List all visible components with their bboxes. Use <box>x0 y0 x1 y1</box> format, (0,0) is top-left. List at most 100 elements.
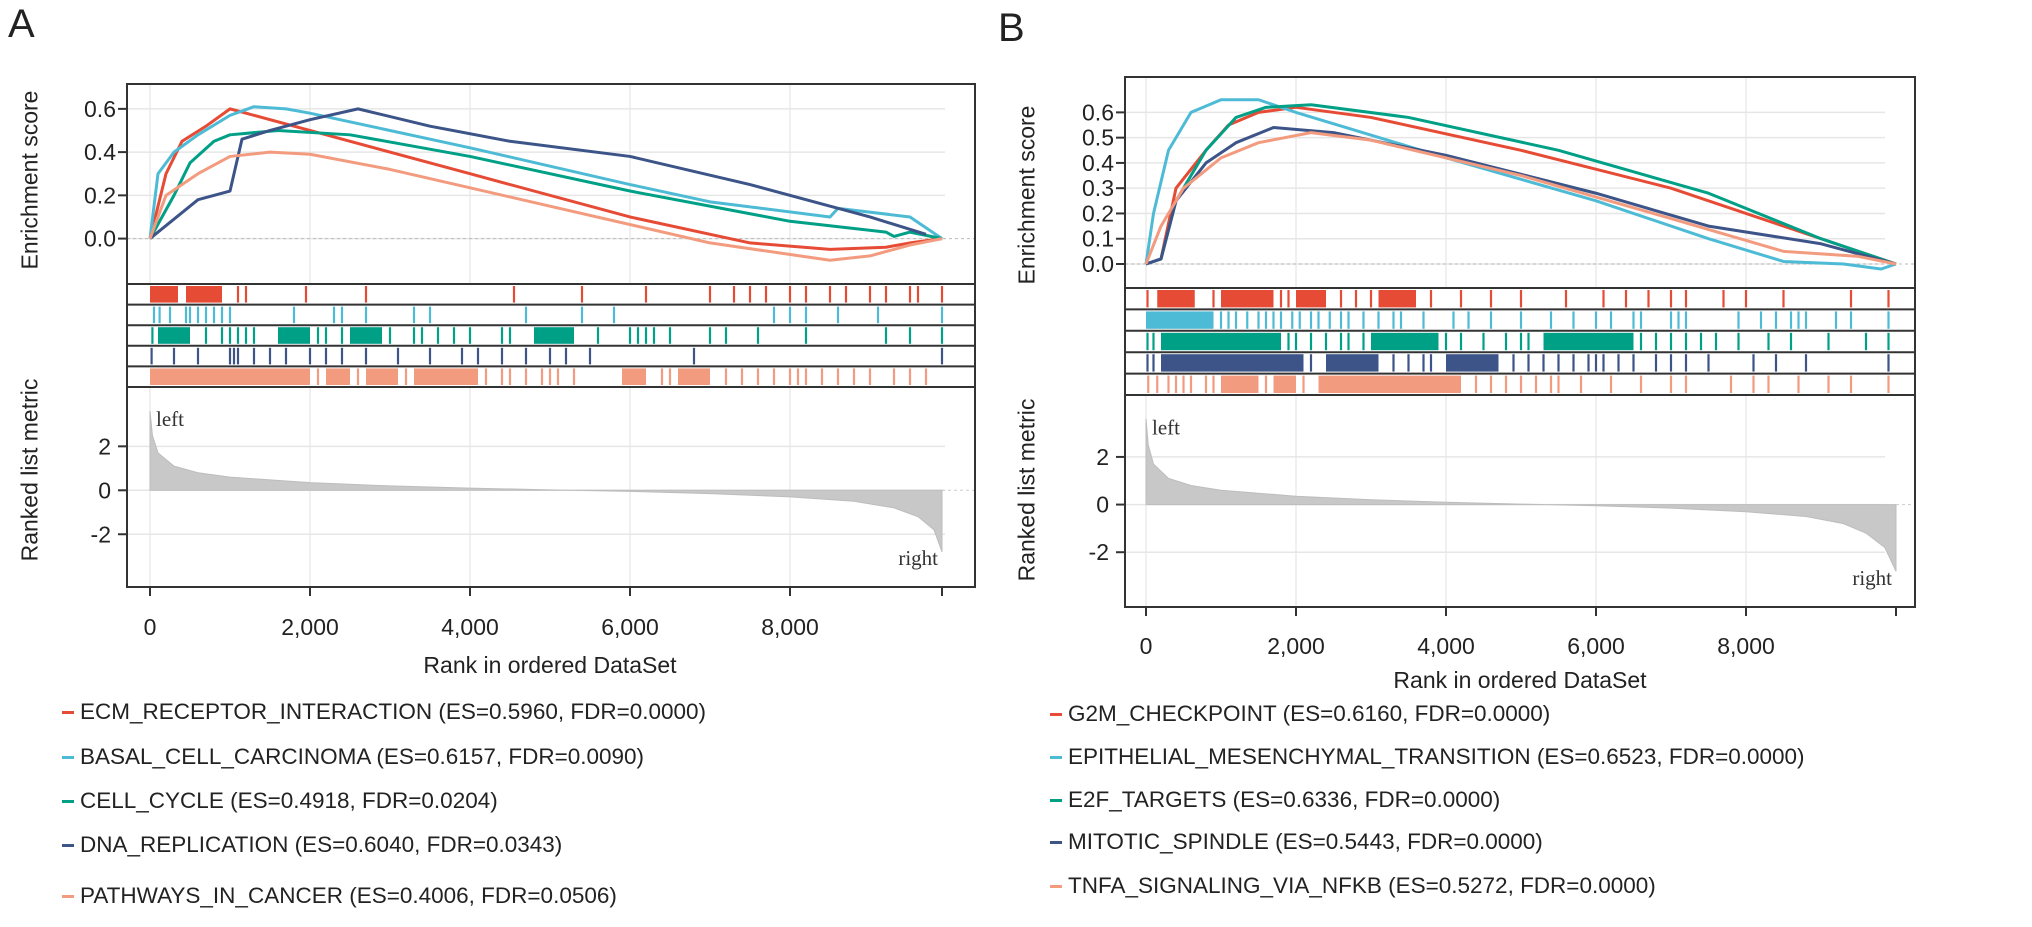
legend-item: PATHWAYS_IN_CANCER (ES=0.4006, FDR=0.050… <box>62 883 617 909</box>
es-tick-label: 0.2 <box>84 182 116 208</box>
legend-swatch <box>62 710 74 714</box>
legend-swatch <box>1050 755 1062 759</box>
legend-label: EPITHELIAL_MESENCHYMAL_TRANSITION (ES=0.… <box>1068 744 1805 769</box>
es-tick-label: 0.6 <box>1082 99 1114 125</box>
legend-item: G2M_CHECKPOINT (ES=0.6160, FDR=0.0000) <box>1050 701 1550 727</box>
x-tick-label: 4,000 <box>441 614 499 640</box>
hit-block <box>1161 354 1304 372</box>
x-tick-label: 8,000 <box>1717 633 1775 659</box>
right-label: right <box>898 546 938 570</box>
hit-block <box>350 327 382 344</box>
es-tick-label: 0.1 <box>1082 226 1114 252</box>
x-tick-label: 0 <box>144 614 157 640</box>
hit-block <box>622 368 646 385</box>
hit-block <box>150 286 178 303</box>
legend-swatch <box>1050 840 1062 844</box>
hit-block <box>1157 290 1195 308</box>
legend-item: ECM_RECEPTOR_INTERACTION (ES=0.5960, FDR… <box>62 699 706 725</box>
legend-label: MITOTIC_SPINDLE (ES=0.5443, FDR=0.0000) <box>1068 829 1543 854</box>
panel-b-es-axis-title: Enrichment score <box>1013 105 1040 285</box>
es-curve-tnfa-signaling-via-nfkb <box>1144 131 1897 266</box>
es-tick-label: 0.4 <box>1082 150 1114 176</box>
hit-block <box>1296 290 1326 308</box>
hit-block <box>1371 332 1439 351</box>
legend-swatch <box>1050 712 1062 716</box>
legend-label: G2M_CHECKPOINT (ES=0.6160, FDR=0.0000) <box>1068 701 1551 726</box>
legend-label: TNFA_SIGNALING_VIA_NFKB (ES=0.5272, FDR=… <box>1068 873 1656 898</box>
legend-swatch <box>62 843 74 847</box>
ranked-metric-area <box>149 411 943 553</box>
legend-item: E2F_TARGETS (ES=0.6336, FDR=0.0000) <box>1050 787 1500 813</box>
panel-a-x-axis-title: Rank in ordered DataSet <box>423 652 677 678</box>
legend-label: DNA_REPLICATION (ES=0.6040, FDR=0.0343) <box>80 832 563 857</box>
legend-swatch <box>62 894 74 898</box>
es-curve-dna-replication <box>149 107 927 240</box>
left-label: left <box>1152 415 1180 439</box>
es-curve-mitotic-spindle <box>1145 126 1897 266</box>
hit-block <box>1146 311 1214 329</box>
hit-block <box>414 368 478 385</box>
legend-item: TNFA_SIGNALING_VIA_NFKB (ES=0.5272, FDR=… <box>1050 873 1656 899</box>
metric-tick-label: 2 <box>98 433 111 459</box>
es-curve-e2f-targets <box>1145 103 1897 266</box>
plot-frame <box>1124 76 1916 608</box>
es-tick-label: 0.6 <box>84 96 116 122</box>
right-label: right <box>1852 566 1892 590</box>
metric-tick-label: 2 <box>1096 444 1109 470</box>
legend-label: ECM_RECEPTOR_INTERACTION (ES=0.5960, FDR… <box>80 699 707 724</box>
x-tick-label: 4,000 <box>1417 633 1475 659</box>
legend-swatch <box>1050 798 1062 802</box>
metric-tick-label: 0 <box>1096 492 1109 518</box>
hit-block <box>678 368 710 385</box>
hit-block <box>534 327 574 344</box>
ranked-metric-area <box>1145 418 1897 572</box>
hit-block <box>1221 375 1259 393</box>
plot-frame <box>126 83 976 588</box>
panel-a: 0.0 0.2 0.4 0.6 2 0 -2 0 2,000 4,000 6,000 8,000 lef… <box>84 83 976 640</box>
es-tick-label: 0.3 <box>1082 175 1114 201</box>
es-curve-ecm-receptor-interaction <box>148 107 943 251</box>
es-tick-label: 0.5 <box>1082 125 1114 151</box>
left-label: left <box>156 407 184 431</box>
legend-label: BASAL_CELL_CARCINOMA (ES=0.6157, FDR=0.0… <box>80 744 645 769</box>
hit-block <box>1446 354 1499 372</box>
es-curve-epithelial-mesenchymal-transition <box>1144 98 1897 271</box>
es-tick-label: 0.2 <box>1082 200 1114 226</box>
x-tick-label: 6,000 <box>1567 633 1625 659</box>
legend-label: PATHWAYS_IN_CANCER (ES=0.4006, FDR=0.050… <box>80 883 617 908</box>
x-tick-label: 2,000 <box>1267 633 1325 659</box>
legend-swatch <box>62 755 74 759</box>
hit-block <box>326 368 350 385</box>
metric-tick-label: -2 <box>91 521 111 547</box>
panel-a-metric-axis-title: Ranked list metric <box>16 378 43 562</box>
legend-swatch <box>62 799 74 803</box>
legend-item: EPITHELIAL_MESENCHYMAL_TRANSITION (ES=0.… <box>1050 744 1805 770</box>
hit-block <box>1326 354 1379 372</box>
hit-block <box>1543 332 1634 351</box>
legend-item: MITOTIC_SPINDLE (ES=0.5443, FDR=0.0000) <box>1050 829 1543 855</box>
metric-tick-label: 0 <box>98 477 111 503</box>
hit-block <box>1273 375 1296 393</box>
panel-b-metric-axis-title: Ranked list metric <box>1013 398 1040 582</box>
legend-swatch <box>1050 884 1062 888</box>
legend-item: BASAL_CELL_CARCINOMA (ES=0.6157, FDR=0.0… <box>62 744 644 770</box>
legend-label: CELL_CYCLE (ES=0.4918, FDR=0.0204) <box>80 788 498 813</box>
x-tick-label: 6,000 <box>601 614 659 640</box>
es-curve-basal-cell-carcinoma <box>148 105 943 240</box>
panel-label-a: A <box>8 2 35 46</box>
hit-block <box>1161 332 1281 351</box>
hit-block <box>366 368 398 385</box>
x-tick-label: 0 <box>1140 633 1153 659</box>
hit-block <box>278 327 310 344</box>
hit-block <box>1318 375 1461 393</box>
hit-block <box>1378 290 1416 308</box>
legend-item: DNA_REPLICATION (ES=0.6040, FDR=0.0343) <box>62 832 562 858</box>
hit-block <box>158 327 190 344</box>
es-curve-pathways-in-cancer <box>148 150 943 262</box>
panel-a-es-axis-title: Enrichment score <box>16 90 43 270</box>
panel-b: 0.00.10.20.30.40.50.6 2 0 -2 0 2,000 4,000 6,00… <box>1082 76 1916 659</box>
es-tick-label: 0.0 <box>84 226 116 252</box>
x-tick-label: 8,000 <box>761 614 819 640</box>
hit-block <box>186 286 222 303</box>
